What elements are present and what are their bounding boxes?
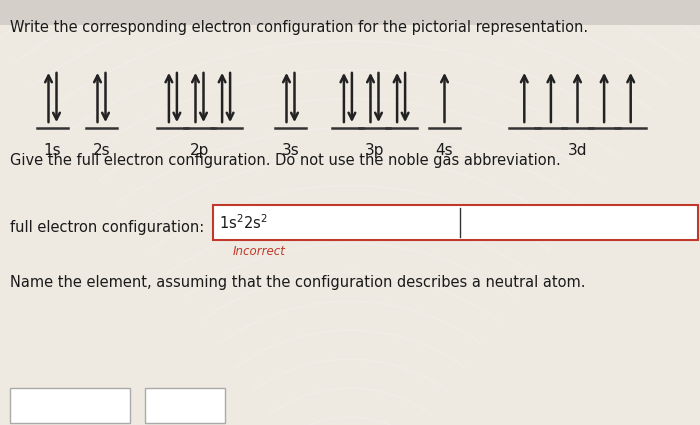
- Text: Incorrect: Incorrect: [233, 245, 286, 258]
- Text: 4s: 4s: [435, 143, 454, 158]
- Text: 1s: 1s: [43, 143, 62, 158]
- Text: 3s: 3s: [281, 143, 300, 158]
- Text: 3p: 3p: [365, 143, 384, 158]
- Text: Write the corresponding electron configuration for the pictorial representation.: Write the corresponding electron configu…: [10, 20, 588, 35]
- Text: 2p: 2p: [190, 143, 209, 158]
- Bar: [10, 388, 130, 423]
- Text: Give the full electron configuration. Do not use the noble gas abbreviation.: Give the full electron configuration. Do…: [10, 153, 561, 168]
- Text: 3d: 3d: [568, 143, 587, 158]
- Bar: [213, 205, 698, 240]
- Text: full electron configuration:: full electron configuration:: [10, 220, 204, 235]
- Bar: [145, 388, 225, 423]
- Text: 2s: 2s: [92, 143, 111, 158]
- Bar: [0, 0, 700, 25]
- Text: 1s$^2$2s$^2$: 1s$^2$2s$^2$: [219, 213, 267, 232]
- Text: Name the element, assuming that the configuration describes a neutral atom.: Name the element, assuming that the conf…: [10, 275, 585, 290]
